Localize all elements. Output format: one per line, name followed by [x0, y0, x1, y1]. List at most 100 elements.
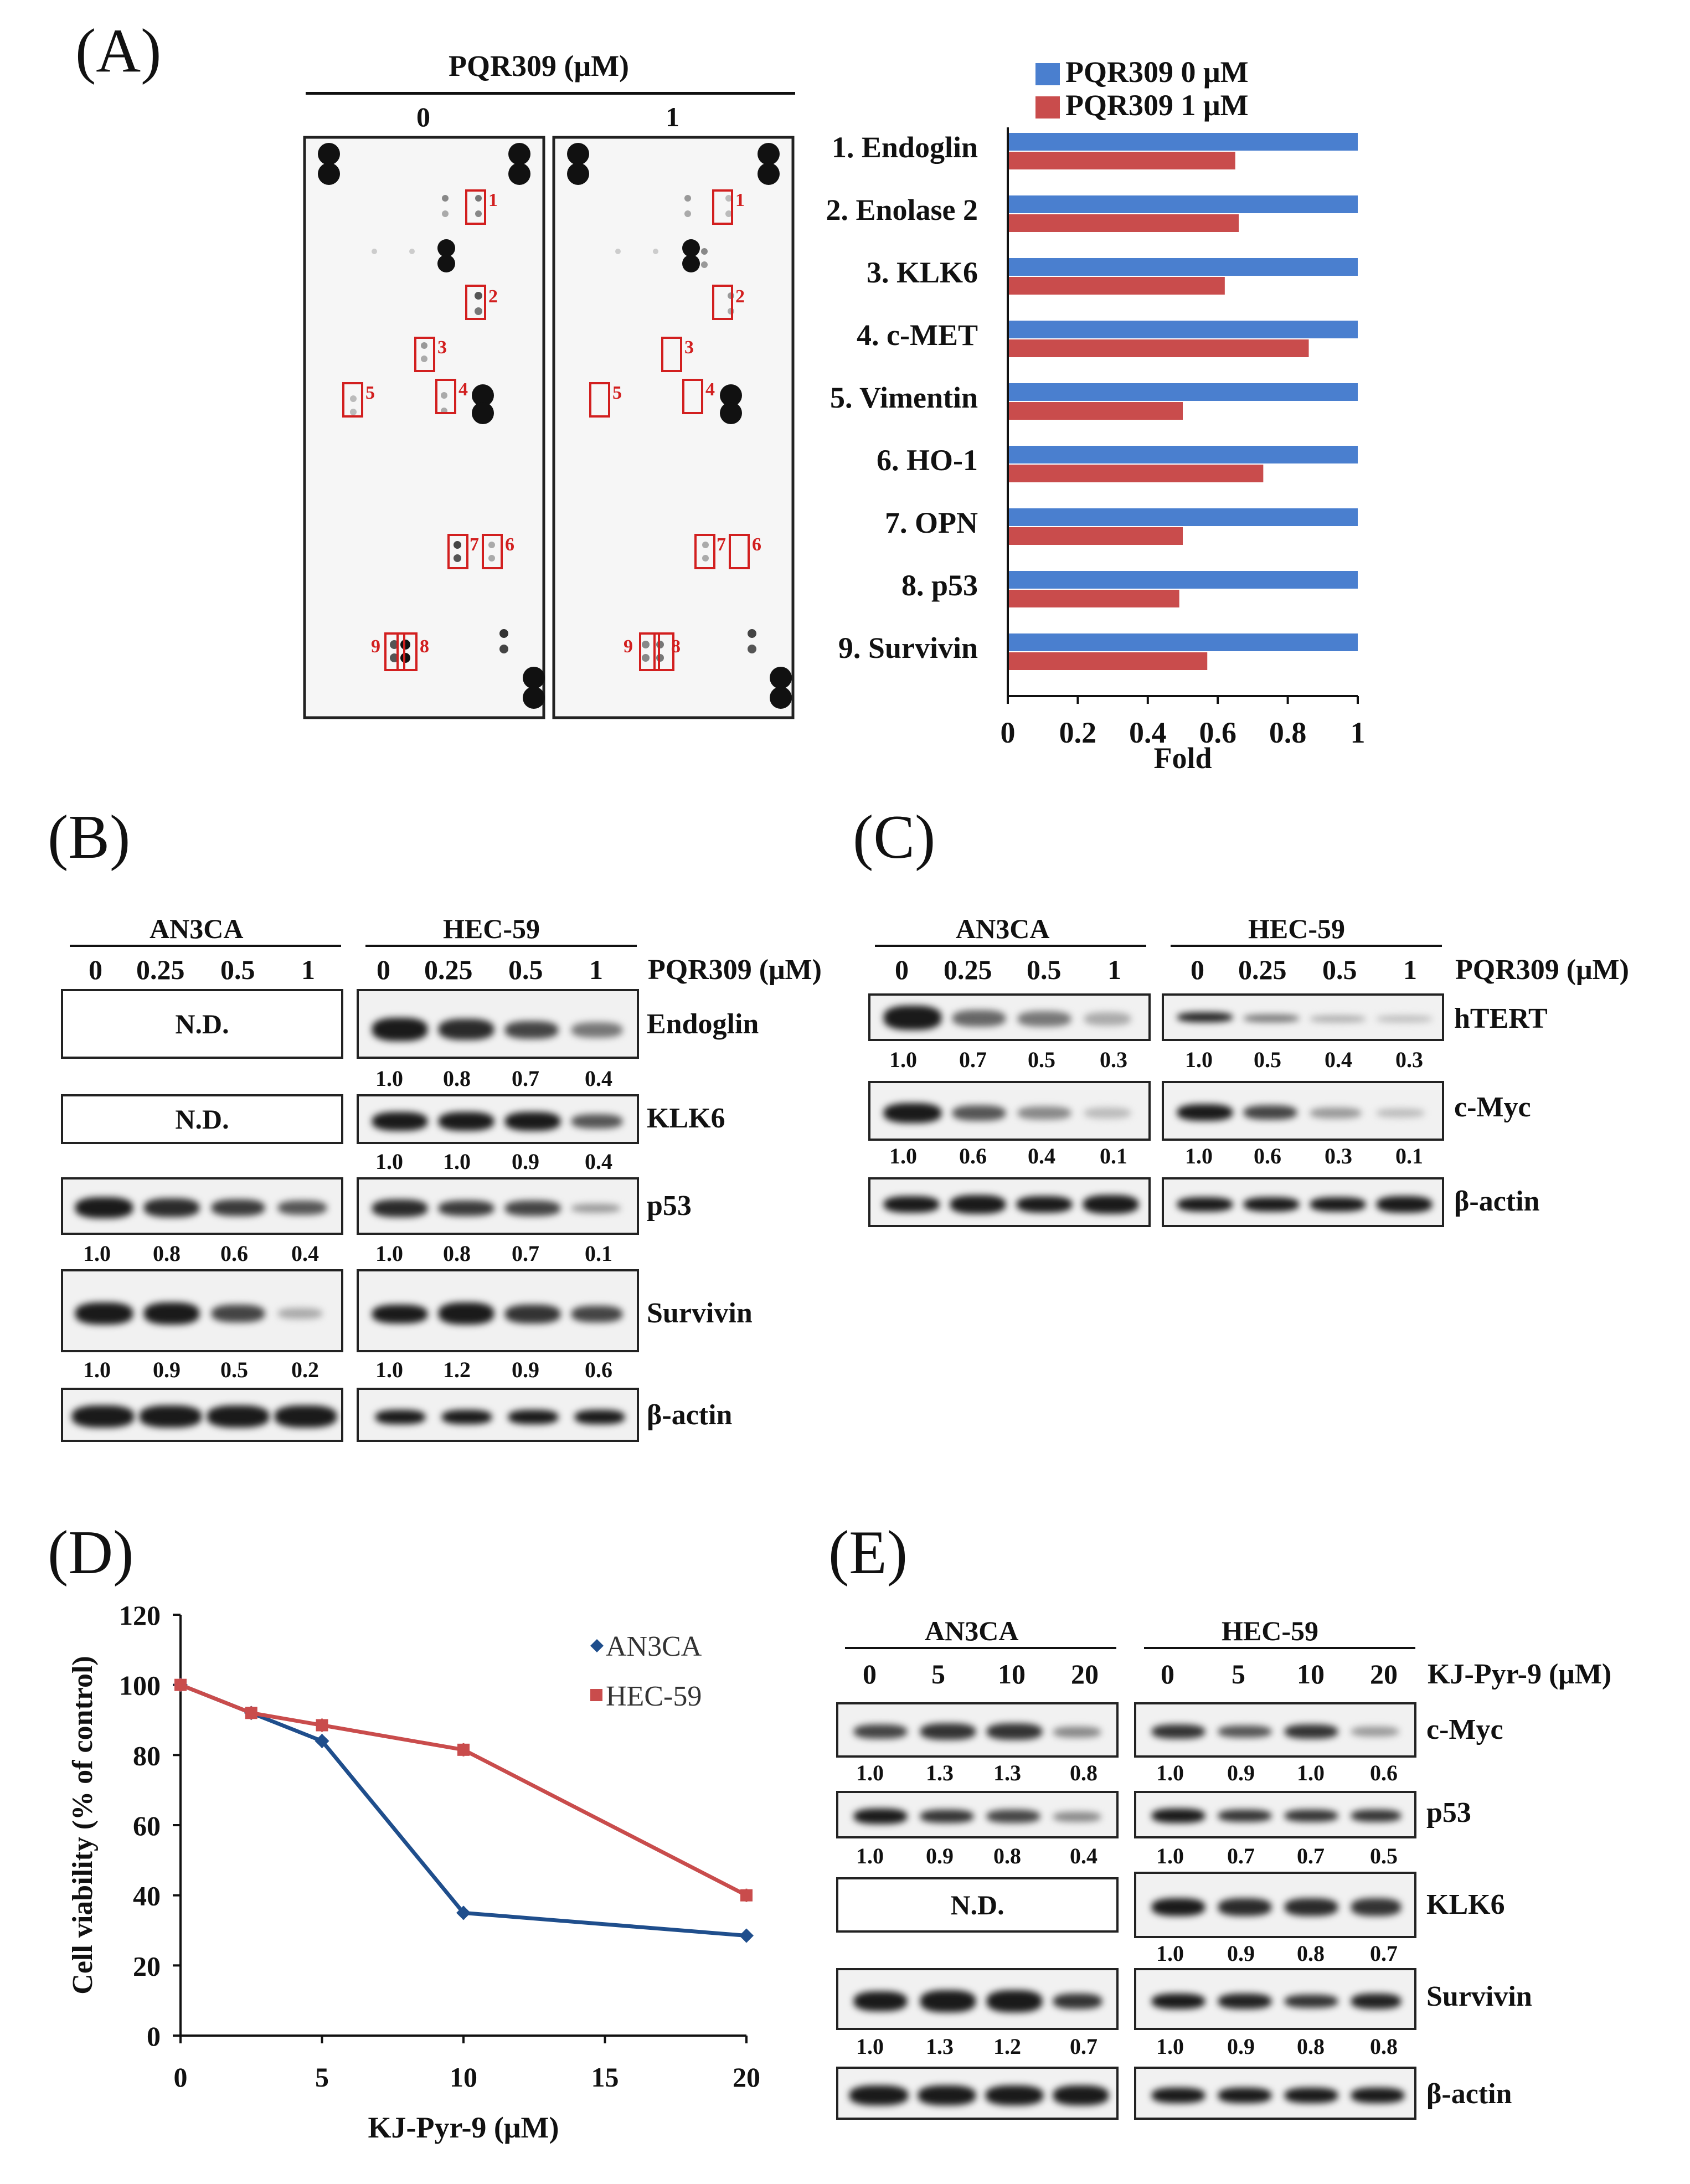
e-cmyc-val: 1.0	[856, 1760, 884, 1785]
data-point	[456, 1905, 471, 1920]
ref-spot	[523, 667, 545, 689]
box-number: 8	[671, 636, 681, 657]
category-label: 2. Enolase 2	[826, 193, 978, 226]
b-line-right	[365, 945, 637, 947]
ref-spot	[437, 239, 455, 257]
e-cell-an3ca: AN3CA	[925, 1615, 1019, 1646]
array-header: PQR309 (μM)	[449, 49, 630, 83]
b-conc: 0.5	[508, 954, 543, 985]
panel-label-d: (D)	[48, 1518, 134, 1587]
b-survivin-val: 0.2	[291, 1357, 319, 1382]
e-p53-val: 0.8	[993, 1843, 1021, 1868]
c-cmyc-val: 0.3	[1325, 1143, 1352, 1168]
array-header-line	[306, 92, 795, 95]
e-klk6-val: 1.0	[1156, 1941, 1184, 1966]
b-endoglin-nd: N.D.	[61, 989, 343, 1059]
b-survivin-blot-hec59	[357, 1269, 639, 1352]
e-cell-hec59: HEC-59	[1222, 1615, 1318, 1646]
ref-spot	[758, 143, 780, 165]
b-endoglin-val: 0.8	[443, 1066, 471, 1091]
panel-label-a: (A)	[75, 17, 162, 85]
bar	[1008, 465, 1264, 482]
b-p53-val: 0.8	[443, 1241, 471, 1266]
e-p53-val: 1.0	[856, 1843, 884, 1868]
ref-spot	[318, 163, 340, 185]
e-conc: 5	[931, 1658, 945, 1689]
category-label: 5. Vimentin	[830, 381, 978, 414]
e-p53-val: 0.9	[926, 1843, 954, 1868]
x-tick-label: 5	[315, 2062, 329, 2093]
array-membranes: 1 2 3 4 5 6 7 8 9 1 2 3 4 5 6 7 8 9	[303, 136, 795, 719]
b-survivin-val: 0.9	[153, 1357, 181, 1382]
c-conc: 0	[1191, 954, 1204, 985]
e-line-left	[845, 1647, 1116, 1649]
data-point	[457, 1743, 470, 1756]
c-htert-blot-hec59	[1162, 993, 1444, 1041]
bar	[1008, 383, 1358, 401]
b-actin-blot-an3ca	[61, 1388, 343, 1442]
e-conc: 20	[1071, 1658, 1099, 1689]
e-p53-blot-an3ca	[836, 1791, 1119, 1838]
c-cmyc-blot-an3ca	[868, 1081, 1151, 1141]
e-p53-label: p53	[1426, 1797, 1471, 1828]
e-line-right	[1144, 1647, 1415, 1649]
e-cmyc-val: 1.0	[1156, 1760, 1184, 1785]
e-survivin-blot-an3ca	[836, 1968, 1119, 2030]
b-conc: 0	[89, 954, 102, 985]
c-treatment: PQR309 (μM)	[1455, 954, 1629, 986]
box-number: 8	[420, 636, 429, 657]
b-survivin-blot-an3ca	[61, 1269, 343, 1352]
ref-spot	[758, 163, 780, 185]
e-klk6-blot	[1134, 1872, 1416, 1938]
bar	[1008, 527, 1183, 545]
e-survivin-val: 0.8	[1370, 2034, 1398, 2059]
b-line-left	[70, 945, 341, 947]
e-conc: 0	[863, 1658, 877, 1689]
e-klk6-val: 0.9	[1227, 1941, 1255, 1966]
y-axis-title: Cell viability (% of control)	[67, 1656, 99, 1994]
legend-label: PQR309 1 μM	[1065, 89, 1249, 122]
ref-spot	[682, 255, 700, 272]
bar	[1008, 258, 1358, 276]
e-actin-blot-an3ca	[836, 2067, 1119, 2120]
c-htert-val: 0.7	[959, 1047, 987, 1072]
e-actin-label: β-actin	[1426, 2078, 1512, 2110]
data-point	[174, 1678, 187, 1691]
bar	[1008, 652, 1208, 670]
x-tick-label: 15	[591, 2062, 619, 2093]
data-point	[739, 1928, 754, 1943]
c-conc: 1	[1403, 954, 1417, 985]
b-p53-label: p53	[647, 1190, 692, 1222]
box-number: 5	[365, 383, 375, 403]
e-survivin-val: 1.0	[856, 2034, 884, 2059]
bar	[1008, 571, 1358, 589]
c-cell-an3ca: AN3CA	[956, 913, 1050, 944]
bar	[1008, 152, 1235, 169]
ref-spot	[472, 384, 494, 406]
e-survivin-val: 1.2	[993, 2034, 1021, 2059]
c-cmyc-val: 0.4	[1028, 1143, 1055, 1168]
c-actin-blot-hec59	[1162, 1177, 1444, 1227]
series-line	[179, 1683, 748, 1897]
b-p53-blot-hec59	[357, 1177, 639, 1235]
e-survivin-val: 0.9	[1227, 2034, 1255, 2059]
b-p53-val: 0.4	[291, 1241, 319, 1266]
e-conc: 0	[1161, 1658, 1174, 1689]
c-cell-hec59: HEC-59	[1248, 913, 1345, 944]
b-p53-val: 0.7	[512, 1241, 539, 1266]
x-tick-label: 1	[1351, 716, 1366, 749]
bar	[1008, 133, 1358, 151]
e-cmyc-label: c-Myc	[1426, 1714, 1503, 1745]
x-tick-label: 0.8	[1269, 716, 1307, 749]
ref-spot	[508, 143, 530, 165]
array-membrane-0	[303, 136, 545, 719]
e-klk6-val: 0.8	[1297, 1941, 1325, 1966]
b-klk6-nd: N.D.	[61, 1094, 343, 1144]
e-survivin-label: Survivin	[1426, 1981, 1532, 2012]
x-axis-title: Fold	[1153, 741, 1212, 775]
e-cmyc-val: 1.0	[1297, 1760, 1325, 1785]
e-survivin-val: 1.0	[1156, 2034, 1184, 2059]
e-treatment: KJ-Pyr-9 (μM)	[1428, 1658, 1612, 1690]
category-label: 4. c-MET	[857, 318, 978, 352]
